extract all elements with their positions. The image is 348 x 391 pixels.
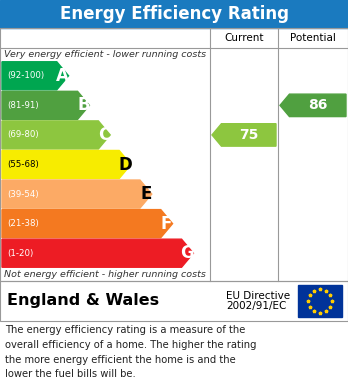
Text: England & Wales: England & Wales xyxy=(7,294,159,308)
Text: Not energy efficient - higher running costs: Not energy efficient - higher running co… xyxy=(4,270,206,279)
Polygon shape xyxy=(2,239,193,267)
Text: (55-68): (55-68) xyxy=(7,160,39,169)
Text: Very energy efficient - lower running costs: Very energy efficient - lower running co… xyxy=(4,50,206,59)
Polygon shape xyxy=(2,62,69,90)
Text: (69-80): (69-80) xyxy=(7,131,39,140)
Text: 86: 86 xyxy=(308,99,327,112)
Text: F: F xyxy=(161,215,172,233)
Text: 2002/91/EC: 2002/91/EC xyxy=(226,301,286,311)
Text: Current: Current xyxy=(224,33,264,43)
Text: The energy efficiency rating is a measure of the
overall efficiency of a home. T: The energy efficiency rating is a measur… xyxy=(5,325,256,379)
Text: (1-20): (1-20) xyxy=(7,249,33,258)
Polygon shape xyxy=(2,210,173,238)
Text: 75: 75 xyxy=(239,128,259,142)
Polygon shape xyxy=(2,151,131,179)
Polygon shape xyxy=(2,91,89,119)
Polygon shape xyxy=(2,180,152,208)
Polygon shape xyxy=(280,94,346,117)
Bar xyxy=(0,0,348,28)
Text: (81-91): (81-91) xyxy=(7,101,39,110)
Bar xyxy=(298,285,342,317)
Text: (92-100): (92-100) xyxy=(7,71,44,80)
Text: E: E xyxy=(140,185,151,203)
Text: D: D xyxy=(118,156,132,174)
Polygon shape xyxy=(2,121,110,149)
Text: C: C xyxy=(98,126,110,144)
Text: A: A xyxy=(56,67,69,85)
Text: (21-38): (21-38) xyxy=(7,219,39,228)
Text: G: G xyxy=(181,244,194,262)
Text: EU Directive: EU Directive xyxy=(226,291,290,301)
Text: Energy Efficiency Rating: Energy Efficiency Rating xyxy=(60,5,288,23)
Text: B: B xyxy=(77,96,90,114)
Bar xyxy=(0,28,348,281)
Text: Potential: Potential xyxy=(290,33,336,43)
Polygon shape xyxy=(212,124,276,146)
Bar xyxy=(0,281,348,321)
Text: (39-54): (39-54) xyxy=(7,190,39,199)
